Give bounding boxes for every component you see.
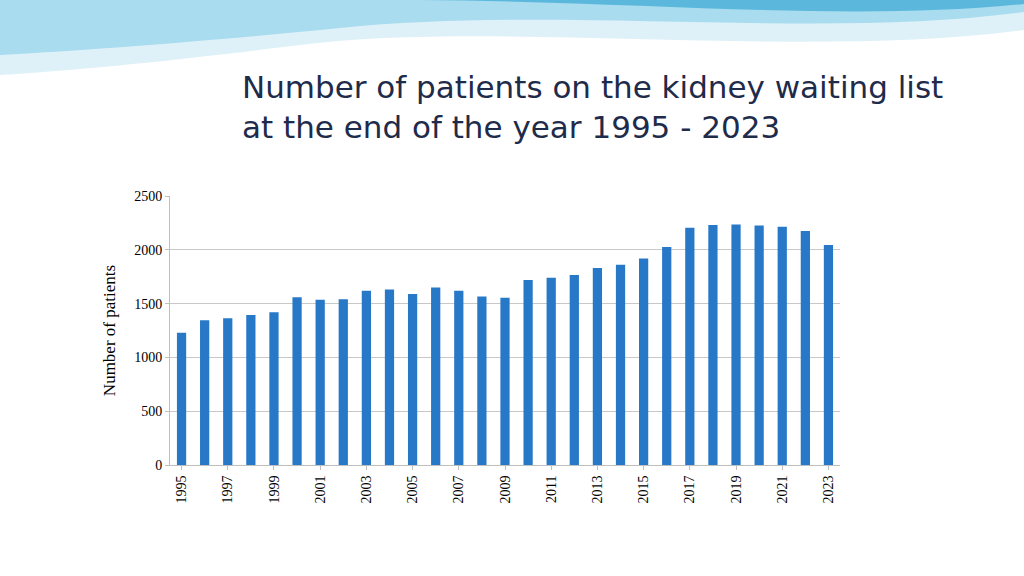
svg-text:2001: 2001 xyxy=(313,476,328,504)
svg-text:1999: 1999 xyxy=(267,476,282,504)
svg-text:0: 0 xyxy=(155,458,162,473)
svg-text:2003: 2003 xyxy=(359,476,374,504)
svg-text:Number of patients on the kidn: Number of patients on the kidney waiting… xyxy=(242,69,943,145)
svg-text:2011: 2011 xyxy=(544,476,559,503)
svg-text:1500: 1500 xyxy=(134,297,162,312)
svg-text:Number of patients: Number of patients xyxy=(100,265,119,396)
svg-text:2015: 2015 xyxy=(636,476,651,504)
svg-text:2005: 2005 xyxy=(405,476,420,504)
svg-text:1995: 1995 xyxy=(174,476,189,504)
svg-text:500: 500 xyxy=(141,404,162,419)
svg-text:2017: 2017 xyxy=(682,476,697,504)
svg-text:2019: 2019 xyxy=(729,476,744,504)
svg-text:2500: 2500 xyxy=(134,189,162,204)
svg-text:2009: 2009 xyxy=(498,476,513,504)
svg-text:2021: 2021 xyxy=(775,476,790,504)
svg-text:2013: 2013 xyxy=(590,476,605,504)
svg-text:1000: 1000 xyxy=(134,350,162,365)
svg-text:2000: 2000 xyxy=(134,243,162,258)
svg-text:2007: 2007 xyxy=(451,476,466,504)
svg-text:2023: 2023 xyxy=(821,476,836,504)
svg-text:1997: 1997 xyxy=(220,476,235,504)
